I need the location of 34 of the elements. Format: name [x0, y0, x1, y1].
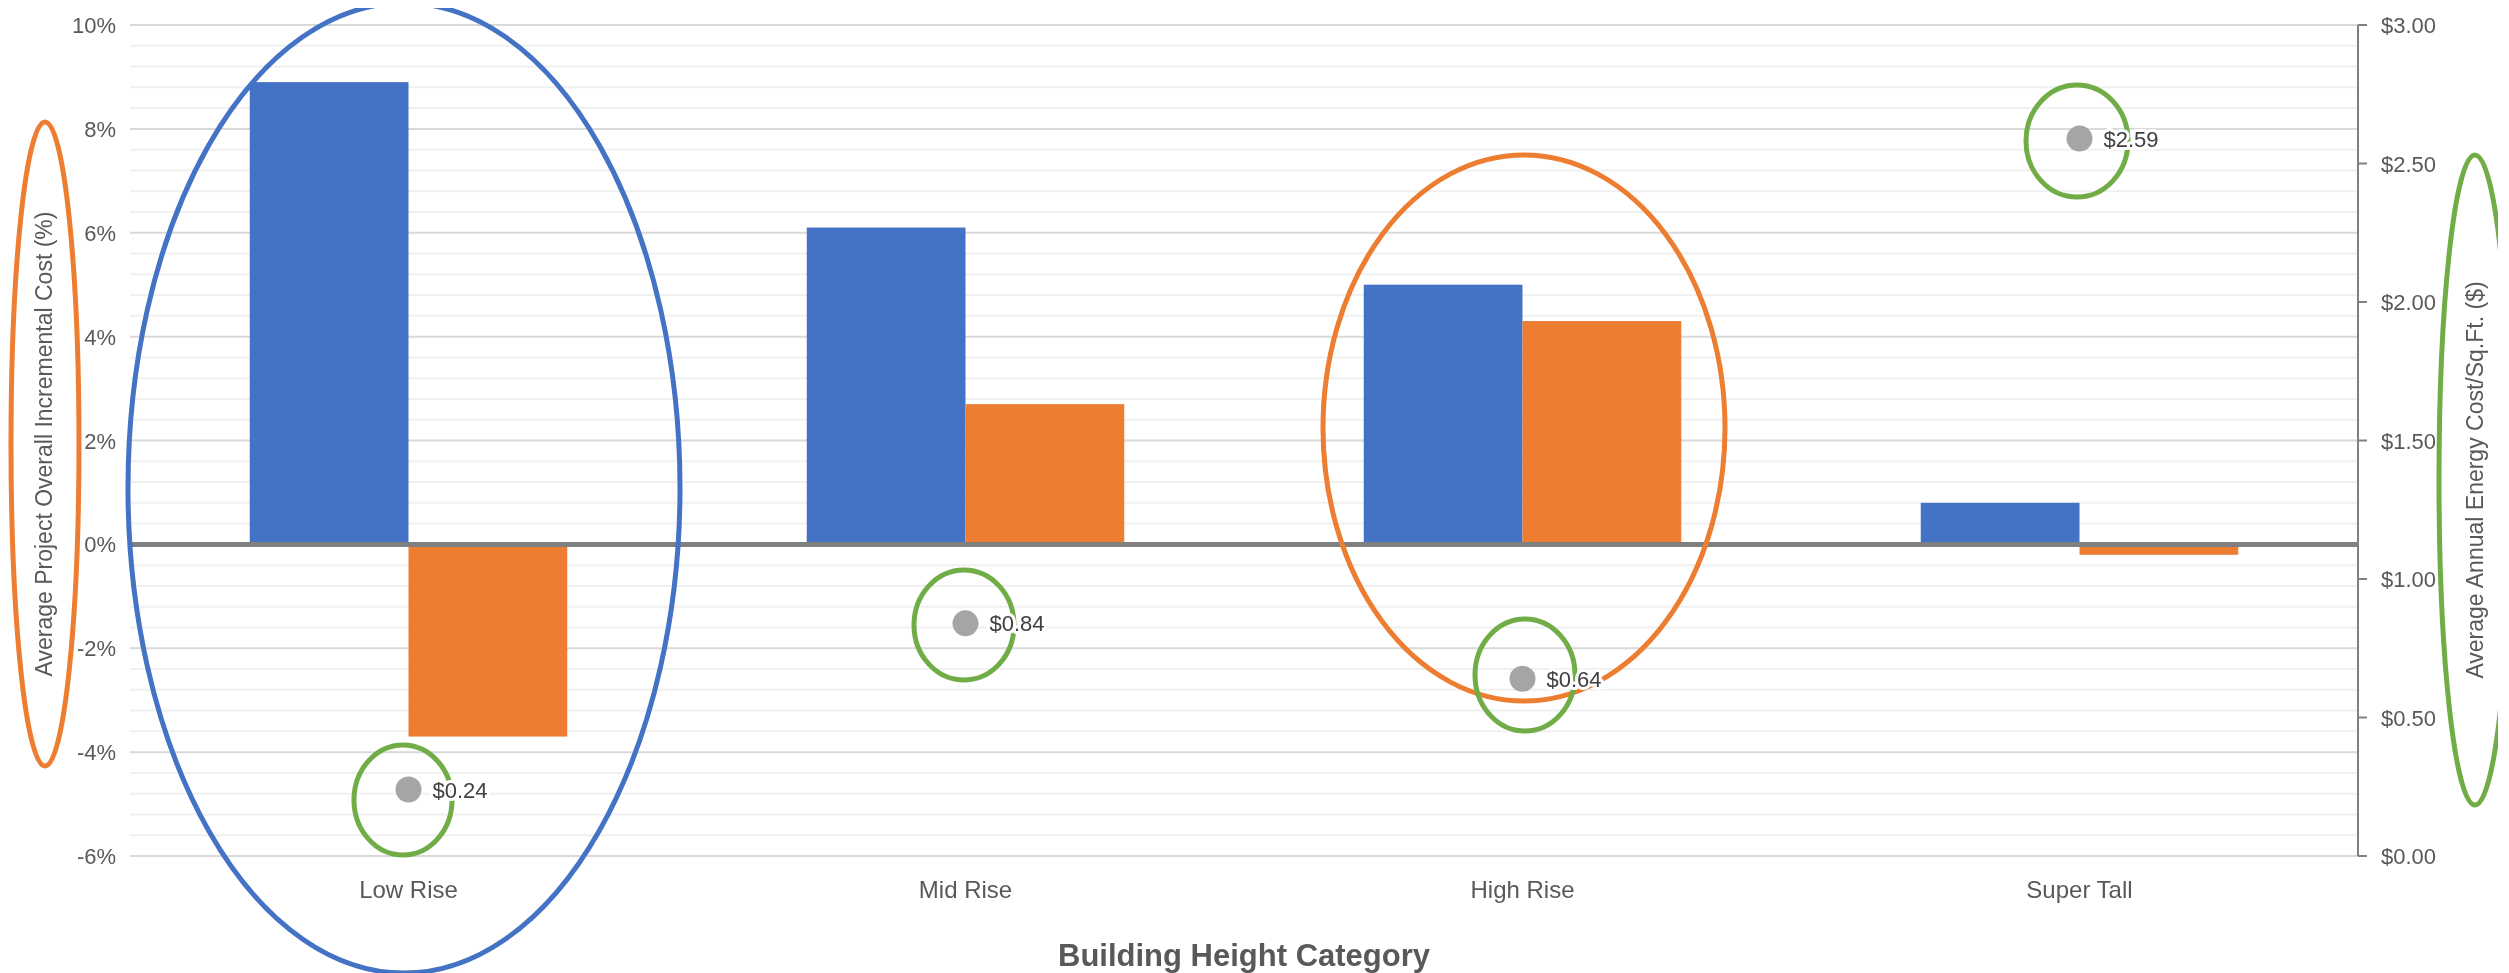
point [1509, 665, 1536, 692]
bar [249, 82, 409, 545]
point [2066, 125, 2093, 152]
x-tick-label: Low Rise [359, 876, 458, 903]
y-tick-label: 6% [84, 220, 116, 246]
x-axis-title: Building Height Category [1058, 938, 1431, 973]
x-tick-label: High Rise [1470, 876, 1575, 903]
x-tick-label: Mid Rise [918, 876, 1013, 903]
y-tick-label: -2% [76, 636, 116, 662]
point [395, 776, 422, 803]
y2-tick-label: $2.00 [2381, 290, 2437, 315]
bar [1522, 321, 1682, 545]
y2-tick-label: $1.00 [2381, 567, 2437, 592]
y-tick-label: 8% [84, 116, 116, 142]
bar [965, 404, 1125, 545]
point [952, 610, 979, 637]
bar [1920, 502, 2080, 545]
y2-tick-label: $2.50 [2381, 151, 2437, 177]
bar [806, 227, 966, 545]
y2-tick-label: $0.50 [2381, 705, 2437, 731]
y-tick-label: 4% [84, 324, 116, 350]
y2-tick-label: $1.50 [2381, 428, 2437, 454]
x-tick-label: Super Tall [2026, 876, 2133, 903]
y-axis-title: Average Project Overall Incremental Cost (%) [31, 211, 57, 677]
y-tick-label: -6% [76, 844, 116, 869]
bar [408, 544, 568, 737]
y2-tick-label: $0.00 [2381, 844, 2437, 869]
y-tick-label: 10% [71, 13, 116, 38]
y2-axis-title: Average Annual Energy Cost/Sq.Ft. ($) [2462, 281, 2488, 679]
y-tick-label: -4% [76, 740, 116, 766]
y-tick-label: 2% [84, 428, 116, 454]
bar [1363, 284, 1523, 545]
y2-tick-label: $3.00 [2381, 13, 2437, 38]
y-tick-label: 0% [84, 532, 116, 558]
